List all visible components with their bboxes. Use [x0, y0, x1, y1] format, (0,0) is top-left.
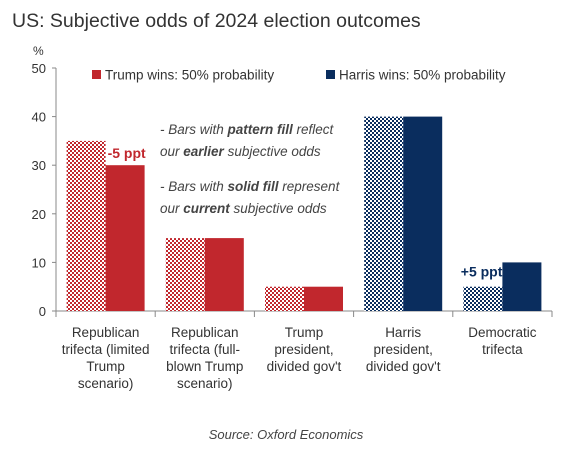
y-axis-unit-label: %	[33, 44, 44, 58]
x-category-label-line: Harris	[385, 325, 421, 340]
x-category-label: Trump president, divided gov't	[267, 325, 342, 374]
annotation-emphasis: current	[183, 201, 230, 216]
y-tick-label: 10	[32, 255, 46, 270]
y-tick-label: 0	[39, 304, 46, 319]
bar-change-label: -5 ppt	[108, 145, 146, 161]
bar-change-label: +5 ppt	[461, 263, 503, 279]
bar-current-solid	[502, 262, 542, 311]
annotation-text: subjective odds	[224, 144, 321, 159]
annotation-emphasis: earlier	[183, 144, 224, 159]
y-tick-label: 20	[32, 207, 46, 222]
x-category-label-line: Republican	[72, 325, 140, 340]
legend-label: Trump wins: 50% probability	[105, 68, 274, 83]
x-category-label-line: president,	[374, 342, 433, 357]
x-category-label-line: divided gov't	[366, 359, 441, 374]
x-category-label-line: Trump	[86, 359, 125, 374]
bar-current-solid	[304, 286, 343, 311]
bar-earlier-pattern	[66, 140, 106, 311]
bar-earlier-pattern	[165, 238, 205, 311]
legend-label: Harris wins: 50% probability	[339, 68, 506, 83]
x-category-label: Republican trifecta (limited Trump scenario…	[62, 325, 150, 391]
x-category-label-line: Trump	[285, 325, 324, 340]
bar-current-solid	[204, 238, 244, 311]
annotation-text: represent	[279, 179, 341, 194]
y-tick-label: 30	[32, 158, 46, 173]
annotation-emphasis: solid fill	[228, 179, 279, 194]
y-tick-label: 40	[32, 110, 46, 125]
annotation-text: - Bars with	[160, 122, 228, 137]
annotation-line: - Bars with pattern fill reflect	[160, 122, 335, 137]
x-category-label-line: trifecta (full-	[170, 342, 241, 357]
x-category-label-line: trifecta	[482, 342, 523, 357]
bar-current-solid	[105, 165, 145, 311]
x-category-label-line: divided gov't	[267, 359, 342, 374]
x-category-label-line: Democratic	[468, 325, 537, 340]
bar-earlier-pattern	[364, 116, 404, 311]
x-category-label-line: blown Trump	[166, 359, 243, 374]
annotation-emphasis: pattern fill	[227, 122, 294, 137]
annotation-text: - Bars with	[160, 179, 228, 194]
x-category-label-line: president,	[274, 342, 333, 357]
annotation-text: subjective odds	[230, 201, 327, 216]
x-category-label-line: Republican	[171, 325, 239, 340]
x-category-label: Harris president, divided gov't	[366, 325, 441, 374]
bar-current-solid	[403, 116, 443, 311]
annotation-line: - Bars with solid fill represent	[160, 179, 341, 194]
x-category-label-line: scenario)	[177, 376, 233, 391]
source-note: Source: Oxford Economics	[208, 427, 364, 442]
legend-swatch	[92, 70, 101, 79]
x-category-label-line: scenario)	[78, 376, 134, 391]
chart-title: US: Subjective odds of 2024 election out…	[12, 10, 421, 32]
x-category-label-line: trifecta (limited	[62, 342, 150, 357]
legend-swatch	[326, 70, 335, 79]
x-category-label: Republican trifecta (full-blown Trump scen…	[166, 325, 243, 391]
annotation-line: our current subjective odds	[160, 201, 327, 216]
annotation-text: our	[160, 144, 183, 159]
annotation-line: our earlier subjective odds	[160, 144, 321, 159]
y-tick-label: 50	[32, 61, 46, 76]
bar-earlier-pattern	[265, 286, 304, 311]
x-category-label: Democratic trifecta	[468, 325, 537, 357]
annotation-text: reflect	[293, 122, 335, 137]
annotation-text: our	[160, 201, 183, 216]
bar-earlier-pattern	[463, 286, 503, 311]
